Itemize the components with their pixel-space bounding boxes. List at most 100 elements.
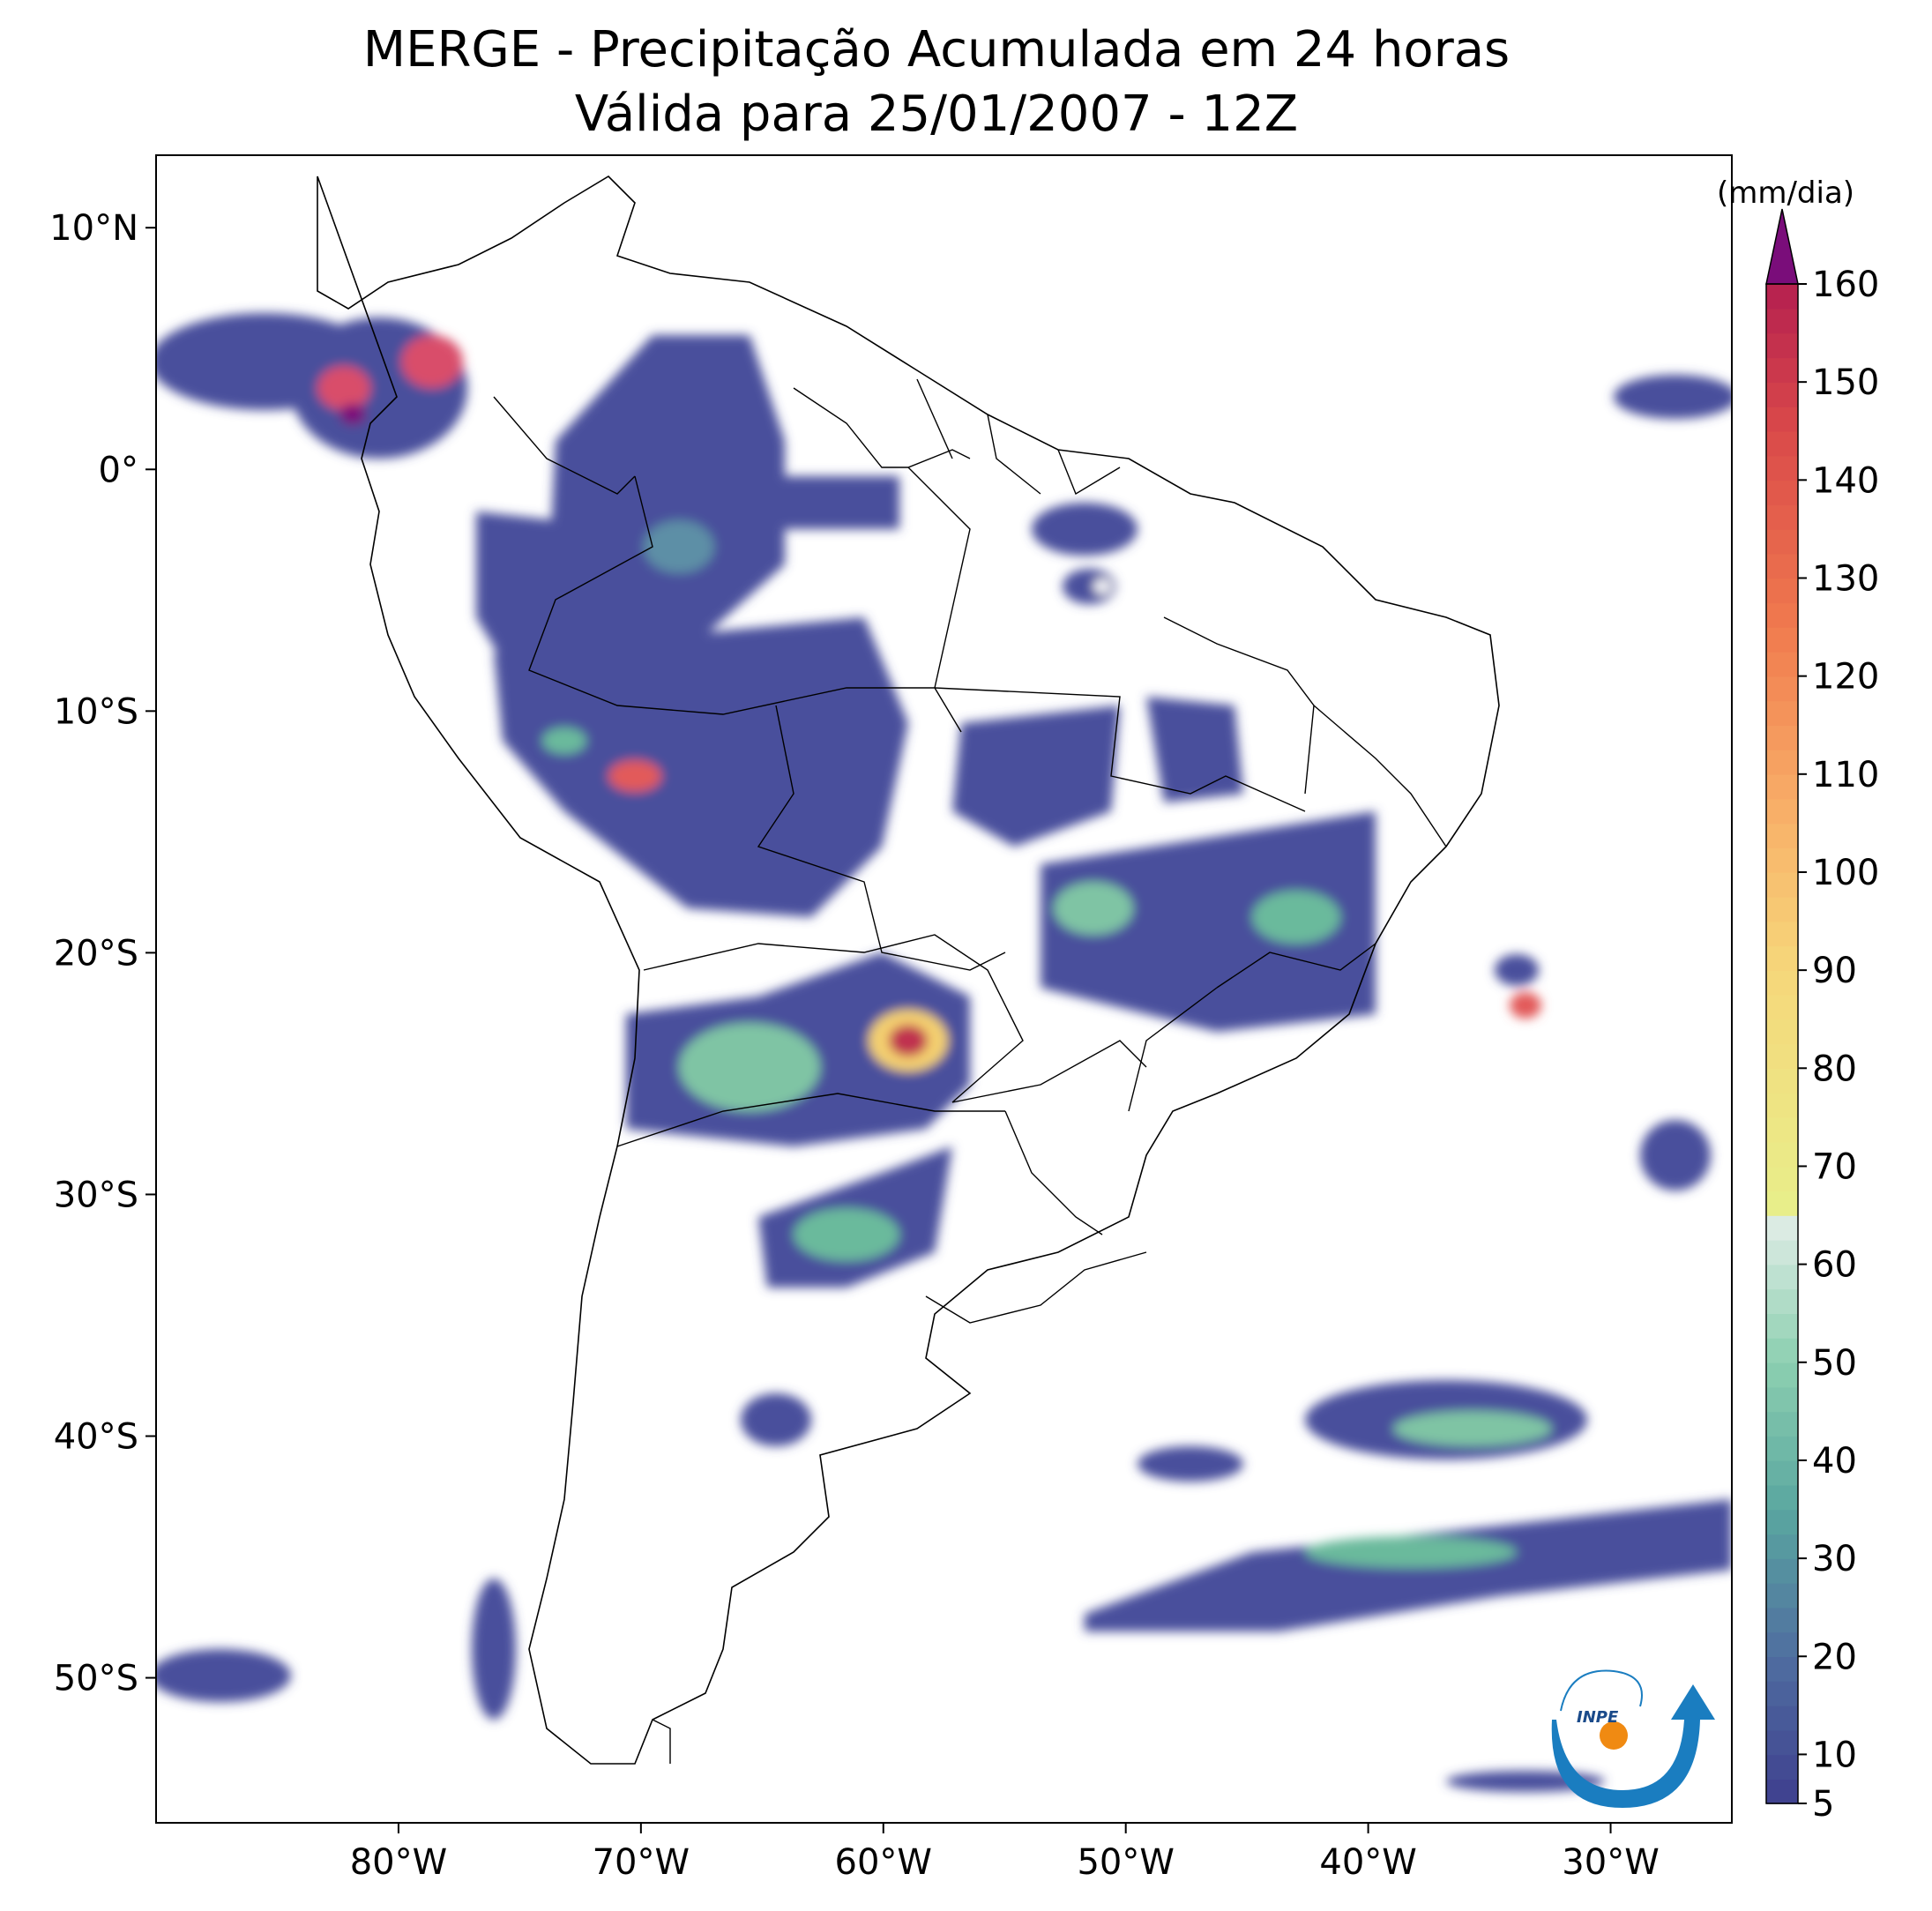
- colorbar-level: [1766, 1705, 1798, 1731]
- colorbar-level: [1766, 750, 1798, 775]
- colorbar-level: [1766, 1582, 1798, 1609]
- precipitation-field: [156, 313, 1732, 1792]
- colorbar-level: [1766, 357, 1798, 383]
- longitude-axis: 80°W 70°W 60°W 50°W 40°W 30°W: [350, 1823, 1660, 1883]
- lon-tick-label: 50°W: [1077, 1842, 1174, 1883]
- colorbar-level: [1766, 627, 1798, 653]
- colorbar-unit-label: (mm/dia): [1717, 175, 1854, 211]
- colorbar-level: [1766, 1264, 1798, 1290]
- inpe-logo: INPE: [1551, 1669, 1715, 1808]
- colorbar-level: [1766, 1607, 1798, 1633]
- colorbar-level: [1766, 1116, 1798, 1143]
- colorbar-tick-label: 5: [1812, 1784, 1834, 1825]
- latitude-axis: 10°N 0° 10°S 20°S 30°S 40°S 50°S: [49, 208, 156, 1699]
- colorbar-tick-label: 30: [1812, 1539, 1857, 1579]
- colorbar-tick-label: 140: [1812, 460, 1879, 501]
- colorbar-level: [1766, 1631, 1798, 1658]
- colorbar-level: [1766, 1729, 1798, 1756]
- colorbar-level: [1766, 1436, 1798, 1461]
- colorbar-level: [1766, 994, 1798, 1020]
- colorbar-level: [1766, 504, 1798, 530]
- colorbar-level: [1766, 1191, 1798, 1216]
- colorbar-tick-label: 110: [1812, 755, 1879, 795]
- lat-tick-label: 20°S: [54, 933, 138, 974]
- colorbar-frame: [1765, 283, 1799, 1804]
- colorbar-tick-label: 90: [1812, 951, 1857, 991]
- colorbar-level: [1766, 1313, 1798, 1339]
- colorbar-level: [1766, 896, 1798, 922]
- country-borders: [493, 378, 1447, 1764]
- colorbar-level: [1766, 480, 1798, 505]
- colorbar-level: [1766, 308, 1798, 334]
- colorbar-level: [1766, 1484, 1798, 1511]
- colorbar-tick-label: 40: [1812, 1441, 1857, 1482]
- colorbar-level: [1766, 1386, 1798, 1413]
- colorbar-level: [1766, 1288, 1798, 1314]
- colorbar-level: [1766, 1754, 1798, 1780]
- colorbar-level: [1766, 1043, 1798, 1070]
- colorbar-level: [1766, 1411, 1798, 1437]
- lat-tick-label: 40°S: [54, 1417, 138, 1458]
- colorbar-tick-label: 150: [1812, 362, 1879, 403]
- colorbar-level: [1766, 1509, 1798, 1535]
- lon-tick-label: 70°W: [593, 1842, 690, 1883]
- colorbar-level: [1766, 1019, 1798, 1045]
- map-title-line2: Válida para 25/01/2007 - 12Z: [575, 86, 1298, 143]
- colorbar-level: [1766, 602, 1798, 628]
- colorbar-level: [1766, 284, 1798, 310]
- map-panel: [156, 155, 1732, 1823]
- colorbar-level: [1766, 725, 1798, 750]
- colorbar-tick-label: 20: [1812, 1637, 1857, 1677]
- colorbar-level: [1766, 553, 1798, 579]
- map-frame: [155, 154, 1733, 1824]
- colorbar-tick-label: 10: [1812, 1735, 1857, 1775]
- colorbar-level: [1766, 382, 1798, 407]
- colorbar-tick-label: 130: [1812, 558, 1879, 599]
- colorbar-level: [1766, 921, 1798, 947]
- colorbar-level: [1766, 823, 1798, 848]
- colorbar-level: [1766, 1166, 1798, 1192]
- colorbar-level: [1766, 406, 1798, 432]
- lon-tick-label: 30°W: [1562, 1842, 1659, 1883]
- lat-tick-label: 10°N: [49, 208, 138, 249]
- map-title-line1: MERGE - Precipitação Acumulada em 24 hor…: [363, 21, 1510, 78]
- lat-tick-label: 30°S: [54, 1175, 138, 1215]
- colorbar-level: [1766, 676, 1798, 702]
- inpe-logo-text: INPE: [1577, 1708, 1619, 1727]
- lon-tick-label: 80°W: [350, 1842, 447, 1883]
- lon-tick-label: 40°W: [1319, 1842, 1416, 1883]
- colorbar-level: [1766, 578, 1798, 604]
- colorbar-level: [1766, 1681, 1798, 1706]
- colorbar-level: [1766, 798, 1798, 825]
- colorbar-level: [1766, 700, 1798, 727]
- colorbar-tick-label: 50: [1812, 1343, 1857, 1384]
- colorbar-extend-arrow: [1765, 208, 1799, 285]
- colorbar-level: [1766, 1337, 1798, 1363]
- colorbar-level: [1766, 1141, 1798, 1168]
- colorbar-level: [1766, 1093, 1798, 1118]
- lon-tick-label: 60°W: [835, 1842, 932, 1883]
- lat-tick-label: 50°S: [54, 1659, 138, 1699]
- colorbar: 5 10 20 30 40 50 60 70 80 90 100 110 120 130 140 150 160: [1765, 208, 1879, 1825]
- colorbar-level: [1766, 1656, 1798, 1682]
- inpe-logo-arrow: [1551, 1684, 1715, 1808]
- colorbar-level: [1766, 1239, 1798, 1265]
- colorbar-level: [1766, 1558, 1798, 1584]
- colorbar-tick-label: 60: [1812, 1245, 1857, 1286]
- colorbar-level: [1766, 332, 1798, 359]
- colorbar-level: [1766, 1362, 1798, 1388]
- inpe-logo-orbit: [1560, 1669, 1643, 1712]
- colorbar-level: [1766, 1215, 1798, 1241]
- colorbar-level: [1766, 1459, 1798, 1486]
- colorbar-level: [1766, 970, 1798, 996]
- inpe-logo-sun: [1600, 1721, 1628, 1750]
- lat-tick-label: 10°S: [54, 691, 138, 732]
- colorbar-level: [1766, 945, 1798, 971]
- colorbar-level: [1766, 1534, 1798, 1559]
- south-america-coastline: [317, 175, 1500, 1765]
- colorbar-tick-label: 70: [1812, 1146, 1857, 1187]
- colorbar-level: [1766, 1779, 1798, 1804]
- colorbar-level: [1766, 773, 1798, 800]
- colorbar-level: [1766, 871, 1798, 898]
- colorbar-level: [1766, 1068, 1798, 1094]
